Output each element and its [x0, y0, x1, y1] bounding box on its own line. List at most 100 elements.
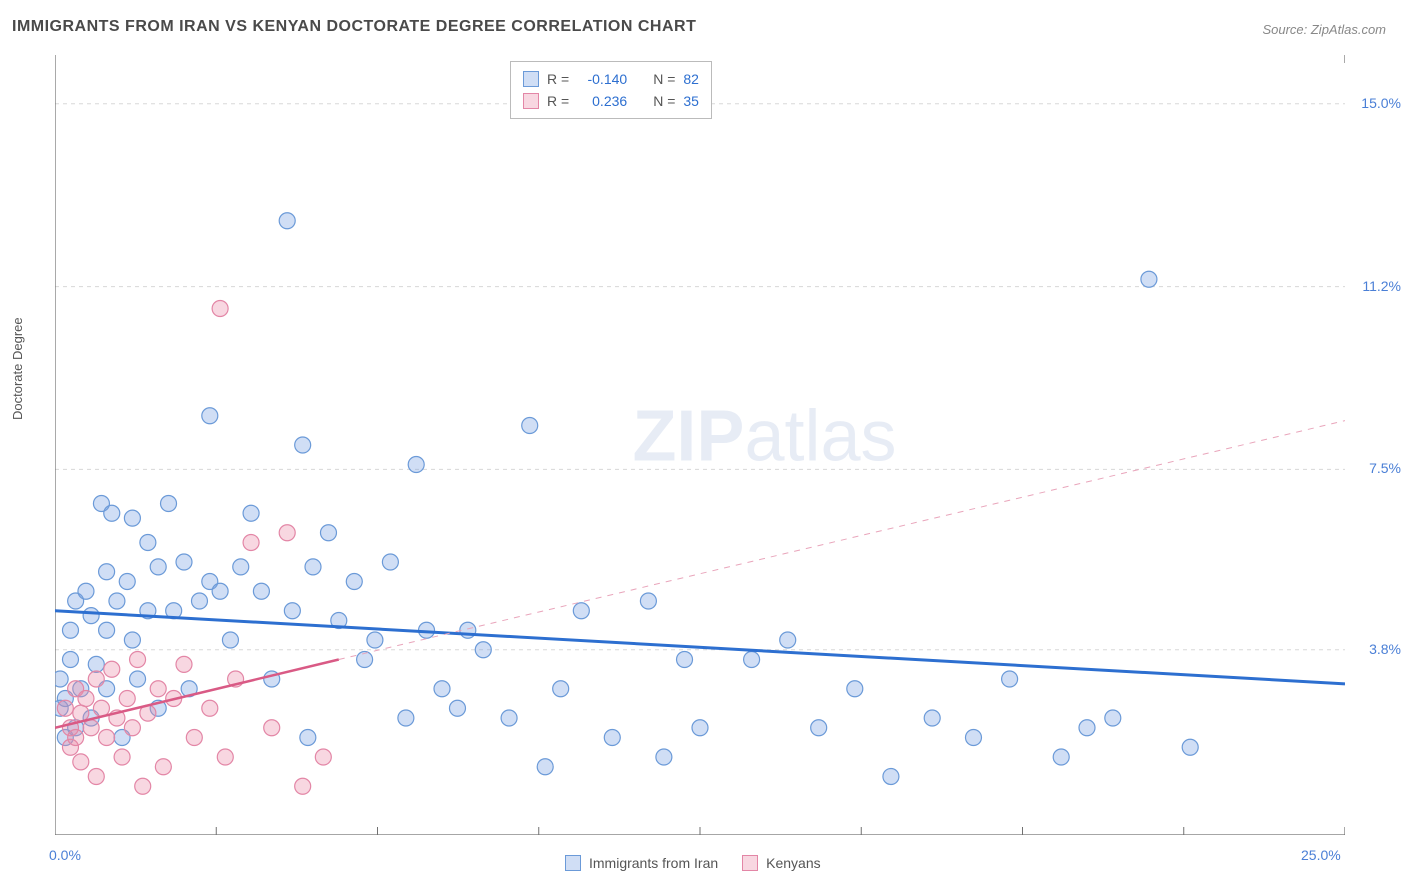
data-point: [553, 681, 569, 697]
data-point: [305, 559, 321, 575]
data-point: [408, 457, 424, 473]
legend-series-label: Kenyans: [766, 855, 820, 871]
y-axis-label: Doctorate Degree: [10, 317, 25, 420]
data-point: [284, 603, 300, 619]
data-point: [212, 301, 228, 317]
legend-swatch: [523, 93, 539, 109]
data-point: [186, 730, 202, 746]
data-point: [475, 642, 491, 658]
data-point: [191, 593, 207, 609]
data-point: [1105, 710, 1121, 726]
data-point: [114, 749, 130, 765]
data-point: [88, 769, 104, 785]
legend-r-label: R =: [547, 71, 569, 87]
data-point: [300, 730, 316, 746]
data-point: [99, 564, 115, 580]
data-point: [965, 730, 981, 746]
data-point: [1079, 720, 1095, 736]
data-point: [124, 720, 140, 736]
data-point: [1182, 739, 1198, 755]
data-point: [73, 705, 89, 721]
y-tick-label: 11.2%: [1362, 278, 1401, 294]
legend-item: Kenyans: [742, 855, 820, 871]
data-point: [119, 574, 135, 590]
data-point: [119, 691, 135, 707]
legend-n-value: 35: [683, 93, 699, 109]
data-point: [176, 554, 192, 570]
data-point: [202, 700, 218, 716]
data-point: [501, 710, 517, 726]
legend-swatch: [523, 71, 539, 87]
data-point: [315, 749, 331, 765]
data-point: [124, 632, 140, 648]
data-point: [78, 691, 94, 707]
data-point: [744, 652, 760, 668]
data-point: [217, 749, 233, 765]
data-point: [104, 505, 120, 521]
data-point: [212, 583, 228, 599]
data-point: [295, 437, 311, 453]
correlation-legend: R =-0.140N =82R =0.236N =35: [510, 61, 712, 119]
data-point: [88, 671, 104, 687]
data-point: [83, 608, 99, 624]
data-point: [279, 213, 295, 229]
data-point: [243, 535, 259, 551]
legend-r-value: -0.140: [577, 71, 627, 87]
data-point: [140, 535, 156, 551]
data-point: [449, 700, 465, 716]
data-point: [434, 681, 450, 697]
data-point: [155, 759, 171, 775]
data-point: [847, 681, 863, 697]
data-point: [320, 525, 336, 541]
scatter-chart: ZIPatlas: [55, 55, 1345, 835]
legend-r-value: 0.236: [577, 93, 627, 109]
data-point: [811, 720, 827, 736]
x-tick-label: 25.0%: [1301, 847, 1341, 863]
data-point: [57, 700, 73, 716]
data-point: [883, 769, 899, 785]
data-point: [1141, 271, 1157, 287]
data-point: [692, 720, 708, 736]
data-point: [222, 632, 238, 648]
series-legend: Immigrants from Iran Kenyans: [565, 855, 821, 871]
legend-series-label: Immigrants from Iran: [589, 855, 718, 871]
data-point: [604, 730, 620, 746]
data-point: [124, 510, 140, 526]
legend-n-label: N =: [653, 93, 675, 109]
data-point: [78, 583, 94, 599]
data-point: [130, 652, 146, 668]
data-point: [62, 652, 78, 668]
data-point: [55, 671, 68, 687]
data-point: [924, 710, 940, 726]
data-point: [640, 593, 656, 609]
data-point: [150, 681, 166, 697]
data-point: [135, 778, 151, 794]
chart-area: ZIPatlas 3.8%7.5%11.2%15.0%0.0%25.0%R =-…: [55, 55, 1345, 835]
svg-text:ZIPatlas: ZIPatlas: [632, 397, 896, 477]
data-point: [537, 759, 553, 775]
legend-row: R =0.236N =35: [523, 90, 699, 112]
data-point: [279, 525, 295, 541]
data-point: [573, 603, 589, 619]
data-point: [202, 408, 218, 424]
data-point: [382, 554, 398, 570]
legend-swatch: [742, 855, 758, 871]
legend-swatch: [565, 855, 581, 871]
x-tick-label: 0.0%: [49, 847, 81, 863]
data-point: [62, 622, 78, 638]
data-point: [99, 622, 115, 638]
chart-title: IMMIGRANTS FROM IRAN VS KENYAN DOCTORATE…: [12, 18, 696, 36]
legend-item: Immigrants from Iran: [565, 855, 718, 871]
data-point: [109, 593, 125, 609]
data-point: [161, 496, 177, 512]
source-attribution: Source: ZipAtlas.com: [1262, 22, 1386, 37]
data-point: [130, 671, 146, 687]
data-point: [176, 656, 192, 672]
data-point: [1053, 749, 1069, 765]
data-point: [83, 720, 99, 736]
data-point: [88, 656, 104, 672]
legend-row: R =-0.140N =82: [523, 68, 699, 90]
y-tick-label: 3.8%: [1369, 641, 1401, 657]
data-point: [780, 632, 796, 648]
data-point: [367, 632, 383, 648]
